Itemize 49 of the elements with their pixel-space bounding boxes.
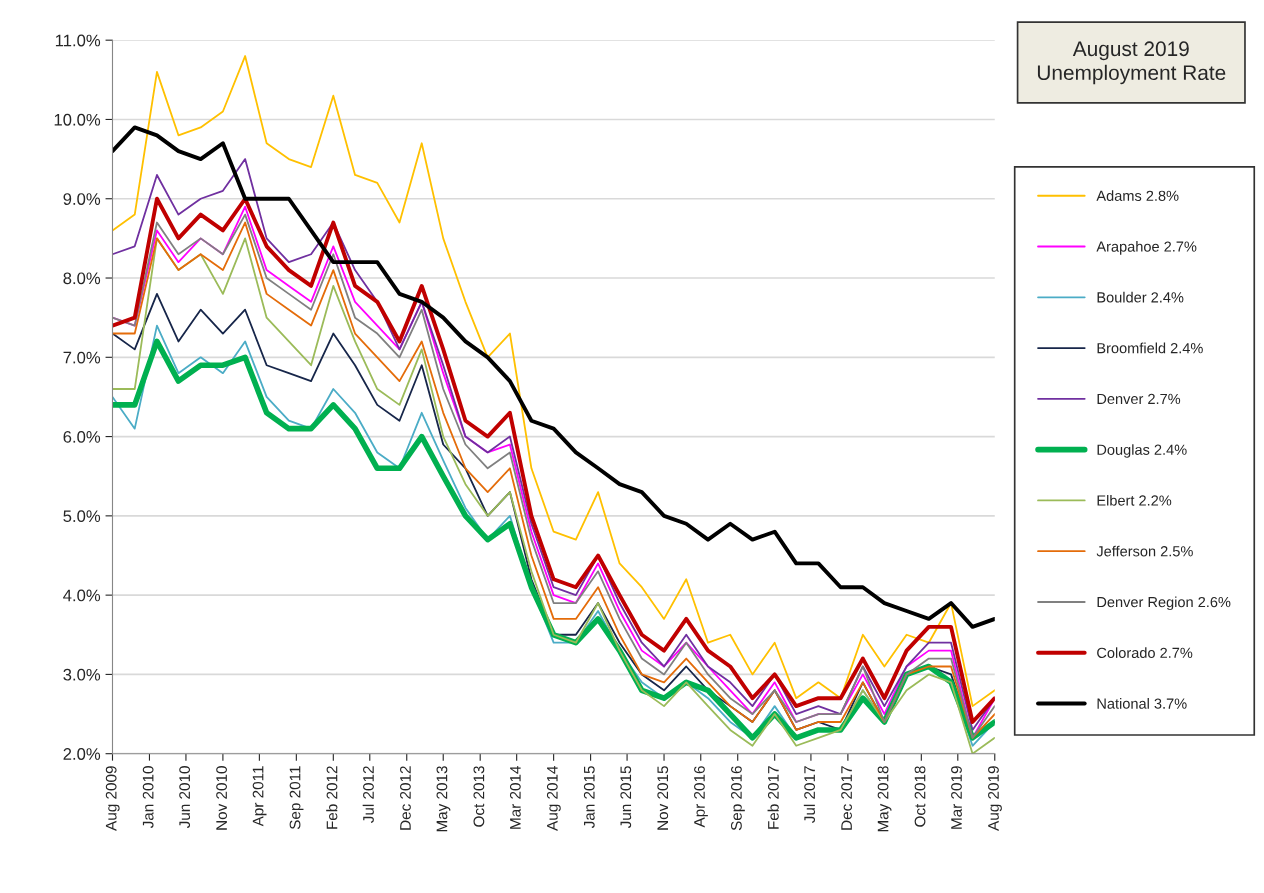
x-tick-label: Jun 2015 — [620, 766, 632, 829]
y-tick-label: 6.0% — [63, 430, 101, 443]
x-tick-label: Mar 2014 — [509, 765, 521, 829]
legend-label: Jefferson 2.5% — [1096, 545, 1193, 557]
y-tick-label: 9.0% — [63, 193, 101, 205]
x-tick-label: Dec 2017 — [841, 766, 852, 830]
x-tick-label: Aug 2014 — [546, 765, 561, 831]
x-tick-label: Oct 2013 — [473, 766, 485, 827]
x-tick-label: May 2018 — [877, 766, 892, 832]
y-tick-label: 3.0% — [63, 668, 101, 681]
x-tick-label: Jul 2012 — [362, 766, 374, 824]
x-tick-label: Apr 2011 — [252, 766, 267, 827]
x-tick-label: May 2013 — [436, 766, 451, 832]
y-tick-label: 10.0% — [54, 113, 101, 126]
x-tick-label: Oct 2018 — [914, 766, 926, 827]
legend-label: Adams 2.8% — [1096, 190, 1179, 201]
x-tick-label: Aug 2019 — [988, 766, 1002, 831]
legend-label: Denver Region 2.6% — [1097, 596, 1231, 611]
line-series — [112, 125, 995, 629]
x-tick-label: Dec 2012 — [400, 766, 411, 830]
y-tick-label: 8.0% — [63, 272, 101, 285]
y-tick-label: 4.0% — [63, 589, 101, 602]
x-tick-label: Mar 2019 — [951, 766, 962, 829]
x-tick-label: Jul 2017 — [803, 766, 816, 824]
x-tick-label: Feb 2012 — [326, 766, 338, 829]
x-tick-label: Jan 2010 — [142, 766, 154, 829]
x-tick-label: Sep 2011 — [289, 766, 304, 830]
legend-label: Denver 2.7% — [1097, 393, 1181, 405]
legend-label: Douglas 2.4% — [1097, 444, 1187, 458]
legend-label: Boulder 2.4% — [1097, 291, 1184, 303]
y-tick-label: 2.0% — [63, 748, 101, 760]
legend-label: National 3.7% — [1097, 698, 1187, 709]
x-tick-label: Sep 2016 — [731, 766, 745, 831]
legend-label: Broomfield 2.4% — [1097, 342, 1203, 354]
x-tick-label: Aug 2009 — [105, 766, 120, 831]
y-tick-label: 11.0% — [55, 34, 101, 47]
legend-title: August 2019 Unemployment Rate — [1037, 41, 1226, 85]
legend-label: Arapahoe 2.7% — [1096, 241, 1197, 255]
x-tick-label: Jan 2015 — [583, 766, 595, 829]
x-tick-label: Feb 2017 — [767, 766, 779, 829]
x-tick-label: Nov 2015 — [657, 766, 669, 830]
x-tick-label: Apr 2016 — [694, 766, 708, 828]
legend-label: Colorado 2.7% — [1097, 647, 1193, 659]
x-tick-label: Jun 2010 — [179, 766, 191, 829]
y-tick-label: 7.0% — [63, 351, 101, 364]
x-tick-label: Nov 2010 — [216, 766, 227, 830]
line-series — [112, 55, 995, 708]
legend-label: Elbert 2.2% — [1097, 494, 1172, 506]
y-tick-label: 5.0% — [63, 510, 101, 523]
